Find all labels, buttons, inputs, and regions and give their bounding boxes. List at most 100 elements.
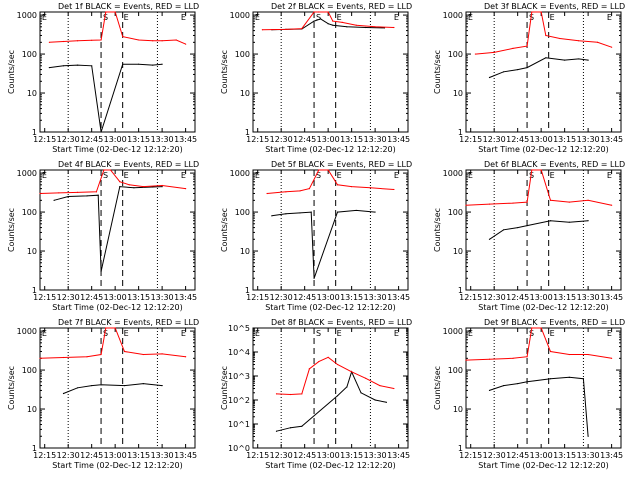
x-tick-label: 12:30 (57, 293, 80, 302)
data-point-events (336, 211, 339, 213)
marker-label: E (42, 329, 47, 338)
data-point-events (502, 384, 505, 387)
data-point-lld (114, 327, 116, 329)
marker-label: E (468, 329, 473, 338)
data-point-lld (374, 26, 376, 28)
marker-label: E (468, 13, 473, 22)
data-point-events (320, 18, 322, 20)
series-line-events (271, 209, 376, 279)
x-axis-label: Start Time (02-Dec-12 12:12:20) (478, 145, 609, 154)
y-tick-label: 10 (27, 405, 37, 414)
x-tick-label: 13:15 (127, 135, 150, 144)
x-tick-label: 13:15 (340, 135, 363, 144)
data-point-lld (587, 199, 589, 201)
data-point-events (138, 63, 140, 65)
y-tick-label: 100 (235, 208, 250, 217)
x-tick-label: 12:15 (459, 451, 482, 460)
data-point-events (310, 211, 312, 213)
x-tick-label: 12:45 (506, 293, 529, 302)
plot-frame (252, 11, 409, 133)
chart-title: Det 8f BLACK = Events, RED = LLD (271, 318, 412, 327)
y-tick-label: 10^3 (228, 372, 250, 381)
x-tick-label: 13:45 (600, 293, 623, 302)
plot-frame (465, 11, 622, 133)
y-axis-label: Counts/sec (433, 366, 442, 410)
y-tick-label: 1000 (17, 11, 37, 20)
y-tick-label: 100 (235, 50, 250, 59)
marker-label: E (124, 171, 129, 180)
data-point-lld (119, 181, 121, 183)
marker-label: E (181, 329, 186, 338)
x-tick-label: 13:00 (530, 135, 553, 144)
data-point-lld (152, 40, 154, 42)
data-point-events (568, 221, 570, 223)
data-point-lld (39, 192, 41, 195)
y-tick-label: 100 (22, 366, 37, 375)
y-tick-label: 10^1 (228, 420, 250, 429)
data-point-lld (327, 356, 329, 358)
y-tick-label: 1000 (443, 327, 463, 336)
data-point-lld (138, 39, 140, 41)
data-point-lld (526, 201, 528, 203)
y-tick-label: 1000 (230, 11, 250, 20)
data-point-lld (122, 36, 124, 38)
y-tick-label: 10 (27, 247, 37, 256)
data-point-events (355, 209, 357, 212)
chart-title: Det 2f BLACK = Events, RED = LLD (271, 2, 412, 11)
data-point-lld (512, 357, 514, 359)
chart-panel-2: Det 2f BLACK = Events, RED = LLD 1 10 100 10… (220, 2, 412, 154)
y-tick-label: 10 (453, 247, 463, 256)
series-line-lld (49, 11, 186, 45)
data-point-lld (105, 11, 107, 13)
data-point-events (517, 68, 519, 71)
x-tick-label: 13:30 (364, 293, 387, 302)
y-tick-label: 10 (240, 89, 250, 98)
plot-frame (252, 327, 409, 449)
data-point-lld (318, 11, 320, 13)
series-line-events (489, 57, 589, 78)
data-point-events (587, 59, 589, 61)
marker-label: E (181, 171, 186, 180)
data-point-events (100, 270, 102, 273)
x-tick-label: 13:45 (174, 451, 197, 460)
x-axis-label: Start Time (02-Dec-12 12:12:20) (52, 461, 183, 470)
data-point-events (332, 24, 334, 26)
data-point-lld (611, 204, 613, 206)
y-axis-label: Counts/sec (7, 50, 16, 94)
x-tick-label: 12:45 (506, 135, 529, 144)
data-point-lld (488, 358, 491, 360)
x-tick-label: 13:30 (577, 451, 600, 460)
data-point-lld (540, 11, 542, 13)
data-point-lld (95, 191, 97, 193)
y-tick-label: 10 (453, 89, 463, 98)
marker-label: E (181, 13, 186, 22)
data-point-lld (512, 47, 514, 49)
data-point-events (360, 392, 362, 394)
data-point-events (67, 195, 69, 198)
data-point-events (275, 430, 278, 432)
data-point-events (76, 64, 79, 66)
y-tick-label: 100 (448, 208, 463, 217)
x-tick-label: 12:15 (33, 293, 56, 302)
data-point-lld (332, 20, 334, 22)
x-tick-label: 12:45 (80, 135, 103, 144)
chart-panel-9: Det 9f BLACK = Events, RED = LLD 1 10 100 10… (433, 318, 625, 470)
data-point-lld (379, 384, 381, 387)
data-point-events (289, 427, 292, 429)
data-point-events (62, 392, 65, 395)
marker-label: E (607, 171, 612, 180)
series-line-events (53, 186, 163, 272)
data-point-lld (266, 192, 268, 195)
marker-label: E (42, 13, 47, 22)
data-point-events (271, 215, 273, 217)
plot-frame (465, 327, 622, 449)
data-point-events (76, 387, 79, 389)
series-line-events (271, 18, 385, 31)
data-point-events (97, 194, 99, 196)
data-point-lld (596, 41, 599, 43)
data-point-lld (611, 357, 613, 359)
data-point-lld (549, 199, 552, 201)
y-tick-label: 10^2 (228, 396, 250, 405)
x-axis-label: Start Time (02-Dec-12 12:12:20) (478, 303, 609, 312)
